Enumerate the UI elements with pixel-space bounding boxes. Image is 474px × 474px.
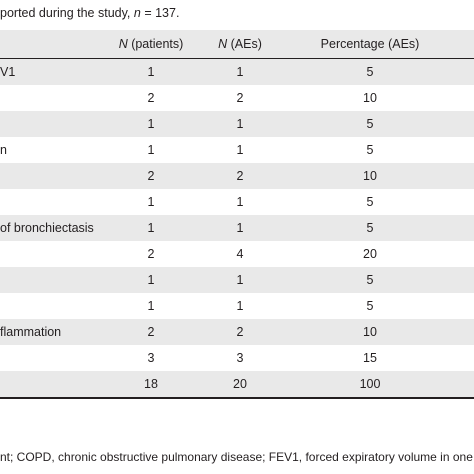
table-header-rule <box>0 58 474 59</box>
table-row: of bronchiectasis 1 1 5 <box>0 215 474 241</box>
table-row: 2 4 20 <box>0 241 474 267</box>
row-patients: 1 <box>147 299 155 313</box>
row-patients: 1 <box>147 273 155 287</box>
row-percentage: 10 <box>363 169 377 183</box>
row-aes: 1 <box>236 65 244 79</box>
row-percentage: 10 <box>363 325 377 339</box>
table-footnote: nt; COPD, chronic obstructive pulmonary … <box>0 450 474 464</box>
header-aes-symbol: N <box>218 37 228 51</box>
row-label: n <box>0 143 7 157</box>
header-percentage: Percentage (AEs) <box>320 37 420 51</box>
table-row: 1 1 5 <box>0 267 474 293</box>
row-percentage: 15 <box>363 351 377 365</box>
row-percentage: 5 <box>366 117 374 131</box>
header-patients-symbol: N <box>118 37 128 51</box>
table-row: flammation 2 2 10 <box>0 319 474 345</box>
row-patients: 2 <box>147 325 155 339</box>
caption-prefix: ported during the study, <box>0 6 134 20</box>
row-aes: 2 <box>236 169 244 183</box>
row-percentage: 5 <box>366 195 374 209</box>
row-aes: 1 <box>236 117 244 131</box>
row-patients: 2 <box>147 91 155 105</box>
row-percentage: 10 <box>363 91 377 105</box>
row-patients: 1 <box>147 143 155 157</box>
row-percentage: 5 <box>366 221 374 235</box>
table-header-row: N (patients) N (AEs) Percentage (AEs) <box>0 30 474 58</box>
row-label: V1 <box>0 65 16 79</box>
table-row: 3 3 15 <box>0 345 474 371</box>
table-row: 2 2 10 <box>0 163 474 189</box>
row-patients: 1 <box>147 65 155 79</box>
row-patients: 2 <box>147 169 155 183</box>
row-patients: 1 <box>147 117 155 131</box>
table-row: V1 1 1 5 <box>0 59 474 85</box>
row-aes: 2 <box>236 91 244 105</box>
row-patients: 3 <box>147 351 155 365</box>
caption-suffix: = 137. <box>140 6 180 20</box>
row-patients: 2 <box>147 247 155 261</box>
row-aes: 1 <box>236 195 244 209</box>
row-percentage: 5 <box>366 65 374 79</box>
table-row: 1 1 5 <box>0 293 474 319</box>
table-row: 2 2 10 <box>0 85 474 111</box>
table-row: n 1 1 5 <box>0 137 474 163</box>
header-patients: N (patients) <box>111 37 191 51</box>
table-row: 1 1 5 <box>0 189 474 215</box>
row-patients: 18 <box>144 377 158 391</box>
row-label: of bronchiectasis <box>0 221 94 235</box>
row-aes: 1 <box>236 221 244 235</box>
row-aes: 1 <box>236 273 244 287</box>
row-aes: 1 <box>236 299 244 313</box>
caption-n-symbol: n <box>133 6 141 20</box>
row-patients: 1 <box>147 195 155 209</box>
row-label: flammation <box>0 325 62 339</box>
row-percentage: 5 <box>366 273 374 287</box>
row-patients: 1 <box>147 221 155 235</box>
row-aes: 3 <box>236 351 244 365</box>
table-row: 18 20 100 <box>0 371 474 397</box>
row-percentage: 5 <box>366 143 374 157</box>
header-aes: N (AEs) <box>208 37 272 51</box>
header-patients-text: (patients) <box>127 37 184 51</box>
row-percentage: 5 <box>366 299 374 313</box>
row-aes: 2 <box>236 325 244 339</box>
table-caption: ported during the study, n = 137. <box>0 6 474 20</box>
row-aes: 20 <box>233 377 247 391</box>
table-row: 1 1 5 <box>0 111 474 137</box>
table-bottom-rule <box>0 397 474 399</box>
header-aes-text: (AEs) <box>227 37 262 51</box>
row-aes: 4 <box>236 247 244 261</box>
row-percentage: 100 <box>359 377 381 391</box>
row-aes: 1 <box>236 143 244 157</box>
row-percentage: 20 <box>363 247 377 261</box>
